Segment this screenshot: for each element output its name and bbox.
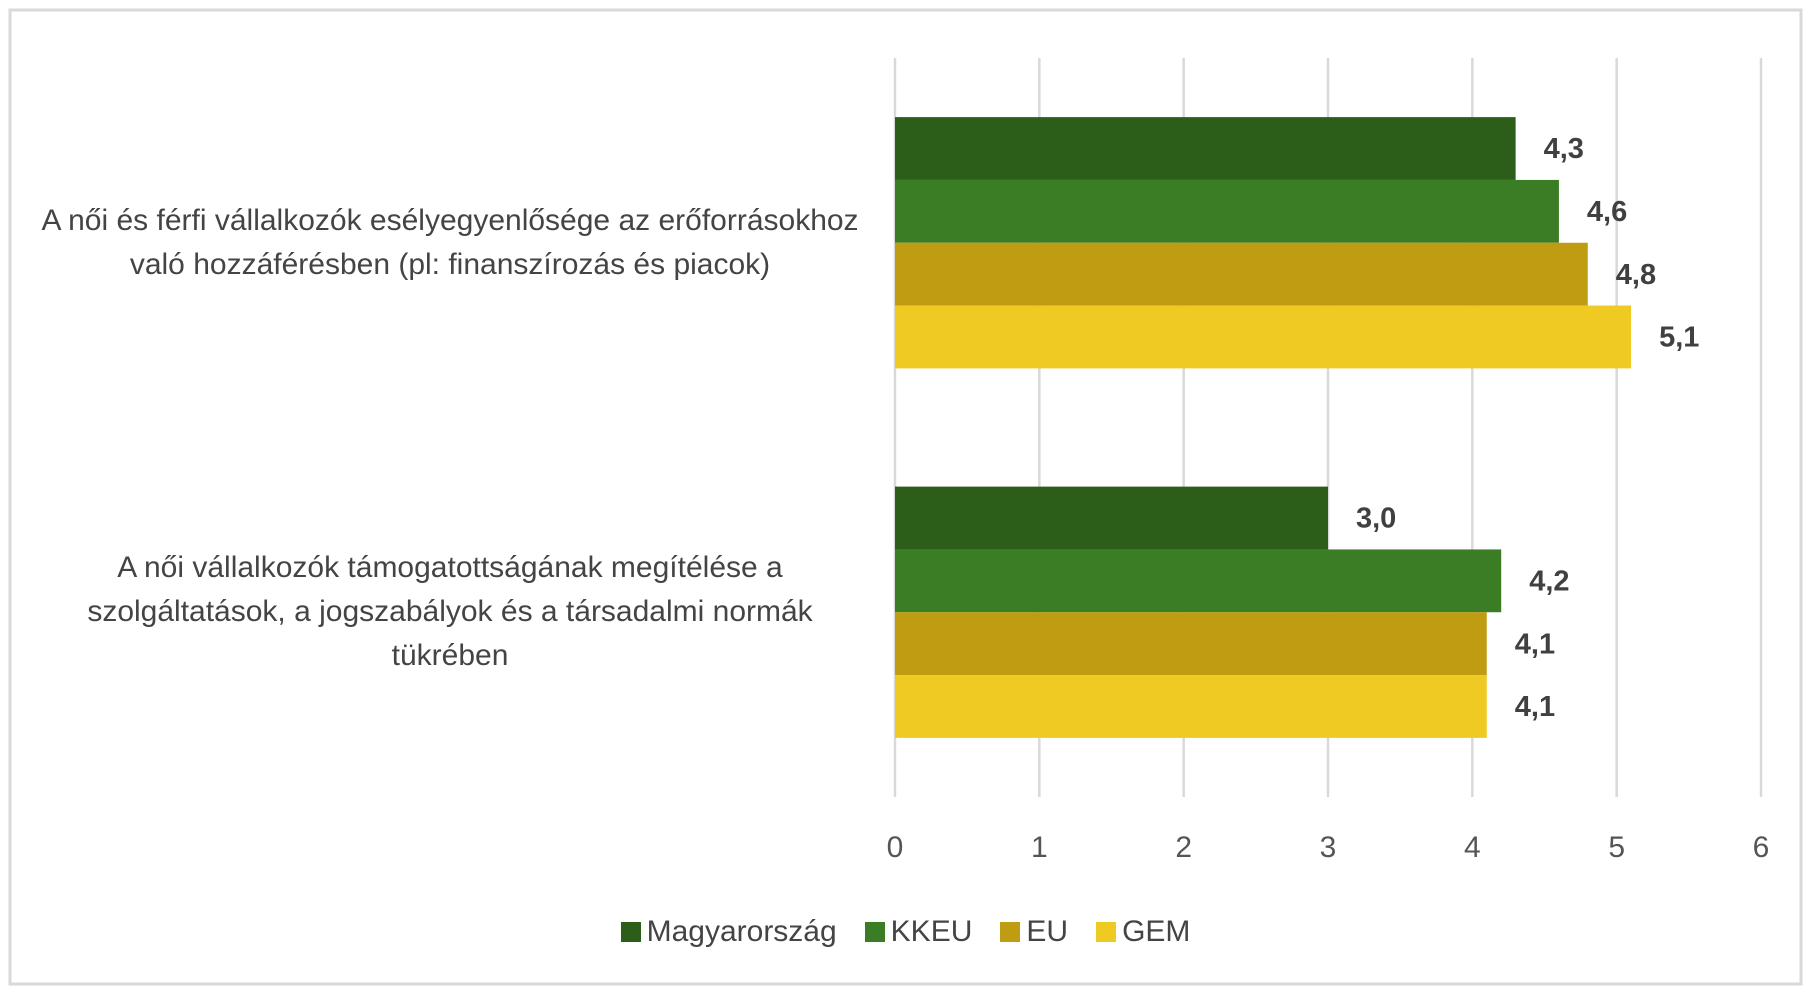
x-tick-label: 1	[1031, 831, 1048, 864]
data-label: 4,1	[1515, 691, 1555, 723]
bar	[895, 242, 1588, 306]
bar	[895, 179, 1559, 243]
x-tick-label: 0	[887, 831, 904, 864]
x-tick-label: 6	[1753, 831, 1770, 864]
data-label: 4,8	[1616, 259, 1656, 291]
legend-swatch	[1096, 922, 1117, 942]
data-label: 3,0	[1356, 503, 1396, 535]
chart-border	[8, 8, 1803, 986]
category-label: A női és férfi vállalkozók esélyegyenlős…	[41, 203, 859, 281]
x-tick-label: 3	[1320, 831, 1337, 864]
x-tick-label: 2	[1175, 831, 1192, 864]
legend-swatch	[1000, 922, 1021, 942]
data-label: 5,1	[1659, 322, 1699, 354]
x-tick-label: 4	[1464, 831, 1481, 864]
category-label: A női vállalkozók támogatottságának megí…	[87, 551, 813, 673]
legend-item: GEM	[1096, 915, 1190, 949]
legend-item: EU	[1000, 915, 1068, 949]
data-label: 4,3	[1544, 133, 1584, 165]
legend-item: Magyarország	[620, 915, 837, 949]
bar	[895, 612, 1487, 676]
bar	[895, 486, 1328, 550]
data-label: 4,6	[1587, 196, 1627, 228]
data-label: 4,2	[1529, 565, 1569, 597]
bar	[895, 549, 1502, 613]
legend-swatch	[620, 922, 641, 942]
legend-label: GEM	[1122, 915, 1191, 948]
legend-swatch	[864, 922, 885, 942]
legend-label: KKEU	[890, 915, 973, 948]
data-label: 4,1	[1515, 628, 1555, 660]
x-tick-label: 5	[1608, 831, 1625, 864]
bar	[895, 117, 1516, 180]
bar	[895, 675, 1487, 738]
legend-item: KKEU	[864, 915, 973, 949]
legend-label: EU	[1026, 915, 1069, 948]
legend-label: Magyarország	[646, 915, 837, 948]
legend: Magyarország KKEU EU GEM	[0, 915, 1811, 949]
bar	[895, 305, 1632, 369]
